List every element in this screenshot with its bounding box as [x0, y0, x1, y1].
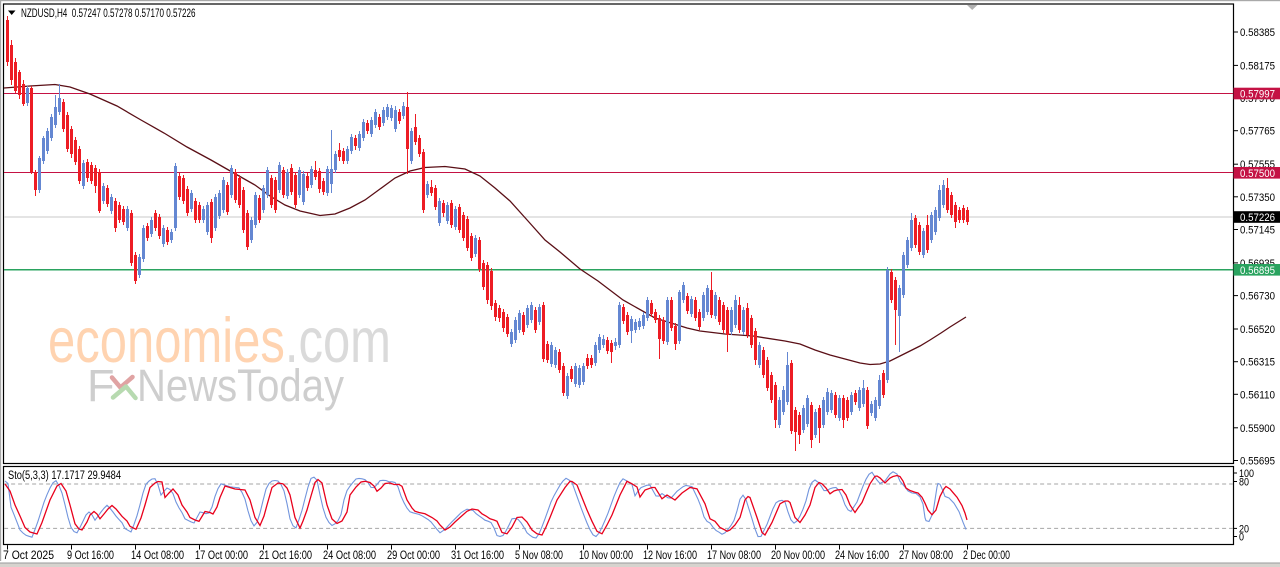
svg-text:31 Oct 16:00: 31 Oct 16:00 [451, 550, 504, 562]
svg-text:17 Oct 00:00: 17 Oct 00:00 [195, 550, 248, 562]
svg-text:0.56730: 0.56730 [1240, 291, 1275, 303]
svg-text:24 Nov 16:00: 24 Nov 16:00 [835, 550, 889, 562]
svg-text:12 Nov 16:00: 12 Nov 16:00 [643, 550, 697, 562]
svg-text:14 Oct 08:00: 14 Oct 08:00 [131, 550, 184, 562]
svg-text:0.57765: 0.57765 [1240, 126, 1275, 138]
svg-text:5 Nov 08:00: 5 Nov 08:00 [515, 550, 563, 562]
svg-text:9 Oct 16:00: 9 Oct 16:00 [67, 550, 114, 562]
svg-text:10 Nov 00:00: 10 Nov 00:00 [579, 550, 633, 562]
svg-text:NZDUSD,H4 0.57247 0.57278 0.5: NZDUSD,H4 0.57247 0.57278 0.57170 0.5722… [21, 6, 196, 20]
svg-text:2 Dec 00:00: 2 Dec 00:00 [963, 550, 1010, 562]
svg-text:20 Nov 00:00: 20 Nov 00:00 [771, 550, 825, 562]
svg-text:20: 20 [1239, 523, 1249, 535]
svg-text:27 Nov 08:00: 27 Nov 08:00 [899, 550, 953, 562]
svg-text:100: 100 [1239, 468, 1254, 480]
svg-text:80: 80 [1239, 477, 1249, 489]
svg-text:0: 0 [1239, 532, 1244, 544]
svg-text:0.56110: 0.56110 [1240, 389, 1275, 401]
svg-text:21 Oct 16:00: 21 Oct 16:00 [259, 550, 312, 562]
svg-text:29 Oct 00:00: 29 Oct 00:00 [387, 550, 440, 562]
svg-text:24 Oct 08:00: 24 Oct 08:00 [323, 550, 376, 562]
svg-text:Sto(5,3,3) 17.1717 29.9484: Sto(5,3,3) 17.1717 29.9484 [8, 470, 121, 482]
svg-text:0.56315: 0.56315 [1240, 357, 1275, 369]
svg-text:0.55900: 0.55900 [1240, 423, 1275, 435]
svg-text:0.57997: 0.57997 [1240, 89, 1275, 101]
svg-text:0.56520: 0.56520 [1240, 324, 1275, 336]
svg-text:0.57350: 0.57350 [1240, 192, 1275, 204]
svg-text:0.55695: 0.55695 [1240, 456, 1275, 468]
svg-text:7 Oct 2025: 7 Oct 2025 [3, 550, 54, 562]
svg-text:0.57500: 0.57500 [1240, 168, 1275, 180]
svg-text:NewsToday: NewsToday [137, 360, 344, 411]
svg-text:0.58385: 0.58385 [1240, 27, 1275, 39]
svg-text:F: F [87, 360, 115, 411]
svg-text:economies.com: economies.com [48, 306, 391, 376]
svg-text:17 Nov 08:00: 17 Nov 08:00 [707, 550, 761, 562]
svg-text:0.56895: 0.56895 [1240, 265, 1275, 277]
svg-text:0.58175: 0.58175 [1240, 60, 1275, 72]
svg-text:0.57145: 0.57145 [1240, 225, 1275, 237]
svg-text:0.57226: 0.57226 [1240, 212, 1275, 224]
